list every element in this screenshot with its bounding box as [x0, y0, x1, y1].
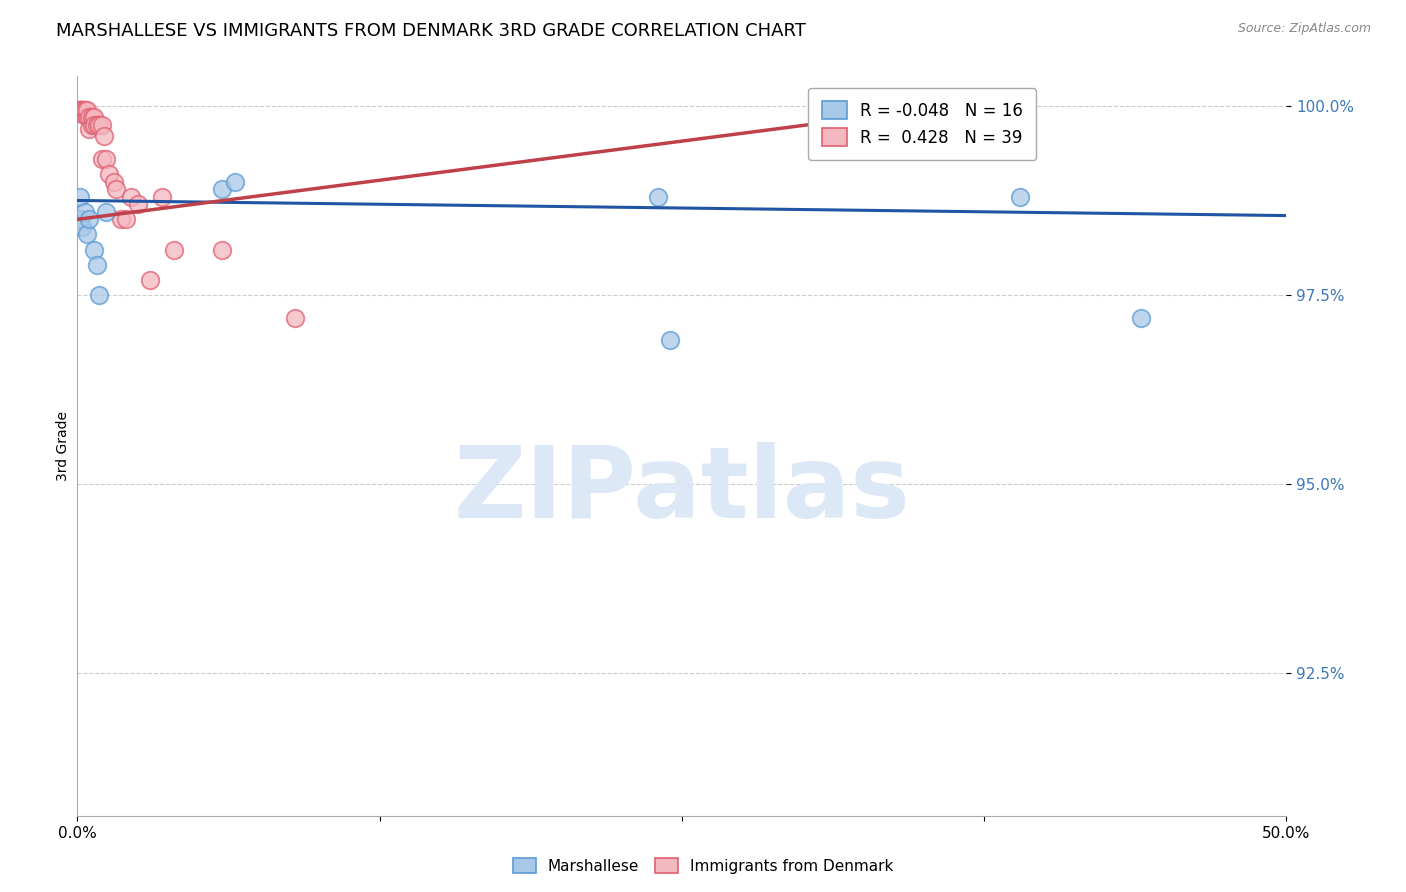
- Point: [83, 118, 105, 132]
- Point: [211, 182, 233, 196]
- Point: [86, 258, 108, 272]
- Point: [1130, 310, 1153, 325]
- Point: [1010, 190, 1032, 204]
- Point: [73, 204, 96, 219]
- Point: [83, 111, 105, 125]
- Point: [647, 190, 669, 204]
- Point: [211, 243, 233, 257]
- Point: [69, 104, 91, 119]
- Point: [79, 111, 101, 125]
- Point: [120, 190, 142, 204]
- Point: [96, 204, 118, 219]
- Point: [96, 152, 118, 166]
- Point: [76, 227, 98, 242]
- Point: [90, 152, 112, 166]
- Point: [70, 103, 93, 117]
- Point: [97, 167, 120, 181]
- Point: [73, 103, 96, 117]
- Point: [912, 103, 935, 117]
- Point: [284, 310, 307, 325]
- Point: [105, 182, 128, 196]
- Point: [79, 212, 101, 227]
- Point: [76, 111, 98, 125]
- Point: [70, 103, 93, 117]
- Point: [76, 103, 98, 117]
- Point: [79, 121, 101, 136]
- Point: [70, 104, 93, 119]
- Point: [87, 118, 110, 132]
- Point: [70, 106, 93, 120]
- Point: [83, 243, 105, 257]
- Point: [103, 175, 125, 189]
- Point: [69, 103, 91, 117]
- Point: [69, 103, 91, 117]
- Text: Source: ZipAtlas.com: Source: ZipAtlas.com: [1237, 22, 1371, 36]
- Point: [127, 197, 149, 211]
- Point: [150, 190, 173, 204]
- Point: [69, 103, 91, 117]
- Text: MARSHALLESE VS IMMIGRANTS FROM DENMARK 3RD GRADE CORRELATION CHART: MARSHALLESE VS IMMIGRANTS FROM DENMARK 3…: [56, 22, 806, 40]
- Point: [80, 118, 103, 132]
- Point: [69, 103, 91, 117]
- Point: [69, 190, 91, 204]
- Point: [114, 212, 136, 227]
- Y-axis label: 3rd Grade: 3rd Grade: [56, 411, 70, 481]
- Point: [70, 219, 93, 234]
- Point: [80, 111, 103, 125]
- Legend: R = -0.048   N = 16, R =  0.428   N = 39: R = -0.048 N = 16, R = 0.428 N = 39: [808, 87, 1036, 161]
- Point: [90, 118, 112, 132]
- Legend: Marshallese, Immigrants from Denmark: Marshallese, Immigrants from Denmark: [506, 852, 900, 880]
- Point: [224, 175, 246, 189]
- Point: [87, 288, 110, 302]
- Point: [93, 129, 115, 144]
- Point: [73, 106, 96, 120]
- Point: [658, 333, 681, 347]
- Point: [86, 118, 108, 132]
- Point: [139, 273, 162, 287]
- Point: [73, 103, 96, 117]
- Text: ZIPatlas: ZIPatlas: [454, 442, 910, 539]
- Point: [110, 212, 132, 227]
- Point: [163, 243, 186, 257]
- Point: [69, 212, 91, 227]
